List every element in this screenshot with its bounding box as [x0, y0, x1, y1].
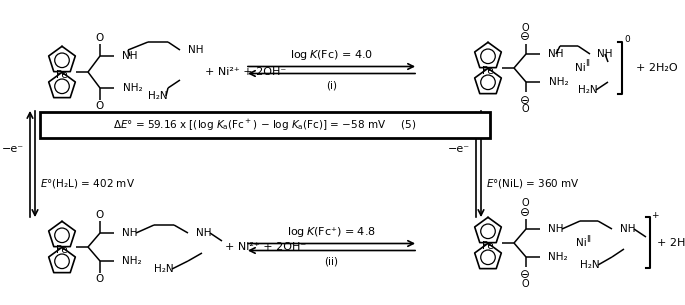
Text: + 2H₂O: + 2H₂O — [636, 63, 677, 73]
Text: +: + — [651, 210, 659, 220]
Text: log $K$(Fc⁺) = 4.8: log $K$(Fc⁺) = 4.8 — [287, 225, 376, 239]
Text: NH: NH — [122, 51, 138, 61]
Text: NH₂: NH₂ — [548, 252, 568, 262]
Text: Ni: Ni — [575, 63, 586, 73]
Bar — [40, 112, 490, 138]
Text: Fe: Fe — [56, 245, 68, 255]
Text: O: O — [521, 198, 529, 208]
Text: ⊖: ⊖ — [520, 268, 530, 282]
Text: −e⁻: −e⁻ — [448, 144, 470, 154]
Text: + Ni²⁺ + 2OH⁻: + Ni²⁺ + 2OH⁻ — [205, 67, 286, 77]
Text: (i): (i) — [326, 80, 337, 90]
Text: H₂N: H₂N — [578, 85, 597, 95]
Text: O: O — [521, 279, 529, 289]
Text: (ii): (ii) — [325, 257, 338, 267]
Text: $E$°(NiL) = 360 mV: $E$°(NiL) = 360 mV — [486, 178, 580, 191]
Text: −e⁻: −e⁻ — [2, 144, 24, 154]
Text: II: II — [586, 235, 591, 243]
Text: ⊖: ⊖ — [520, 30, 530, 44]
Text: NH₂: NH₂ — [122, 256, 142, 266]
Text: NH: NH — [188, 45, 203, 55]
Text: H₂N: H₂N — [154, 264, 173, 274]
Text: O: O — [96, 274, 104, 284]
Text: O: O — [96, 210, 104, 220]
Text: + 2H₂O: + 2H₂O — [657, 238, 685, 248]
Text: $\Delta E$° = 59.16 x [(log $K_\mathrm{a}$(Fc$^+$) $-$ log $K_\mathrm{a}$(Fc)] =: $\Delta E$° = 59.16 x [(log $K_\mathrm{a… — [113, 117, 416, 133]
Text: O: O — [521, 23, 529, 33]
Text: NH: NH — [548, 49, 564, 59]
Text: O: O — [96, 101, 104, 111]
Text: + Ni²⁺ + 2OH⁻: + Ni²⁺ + 2OH⁻ — [225, 242, 306, 252]
Text: ⊖: ⊖ — [520, 94, 530, 106]
Text: NH: NH — [597, 49, 612, 59]
Text: NH: NH — [620, 224, 636, 234]
Text: Fe: Fe — [56, 70, 68, 80]
Text: NH₂: NH₂ — [123, 83, 142, 93]
Text: 0: 0 — [624, 35, 630, 45]
Text: H₂N: H₂N — [580, 260, 599, 270]
Text: NH: NH — [196, 228, 212, 238]
Text: NH₂: NH₂ — [549, 77, 569, 87]
Text: O: O — [521, 104, 529, 114]
Text: O: O — [96, 33, 104, 43]
Text: ⊖: ⊖ — [520, 206, 530, 218]
Text: Fe: Fe — [482, 66, 494, 76]
Text: NH: NH — [548, 224, 564, 234]
Text: Fe: Fe — [482, 241, 494, 251]
Text: II: II — [585, 59, 590, 69]
Text: $E$°(H₂L) = 402 mV: $E$°(H₂L) = 402 mV — [40, 178, 135, 191]
Text: NH: NH — [122, 228, 138, 238]
Text: Ni: Ni — [576, 238, 587, 248]
Text: H₂N: H₂N — [148, 91, 168, 101]
Text: log $K$(Fc) = 4.0: log $K$(Fc) = 4.0 — [290, 48, 373, 62]
